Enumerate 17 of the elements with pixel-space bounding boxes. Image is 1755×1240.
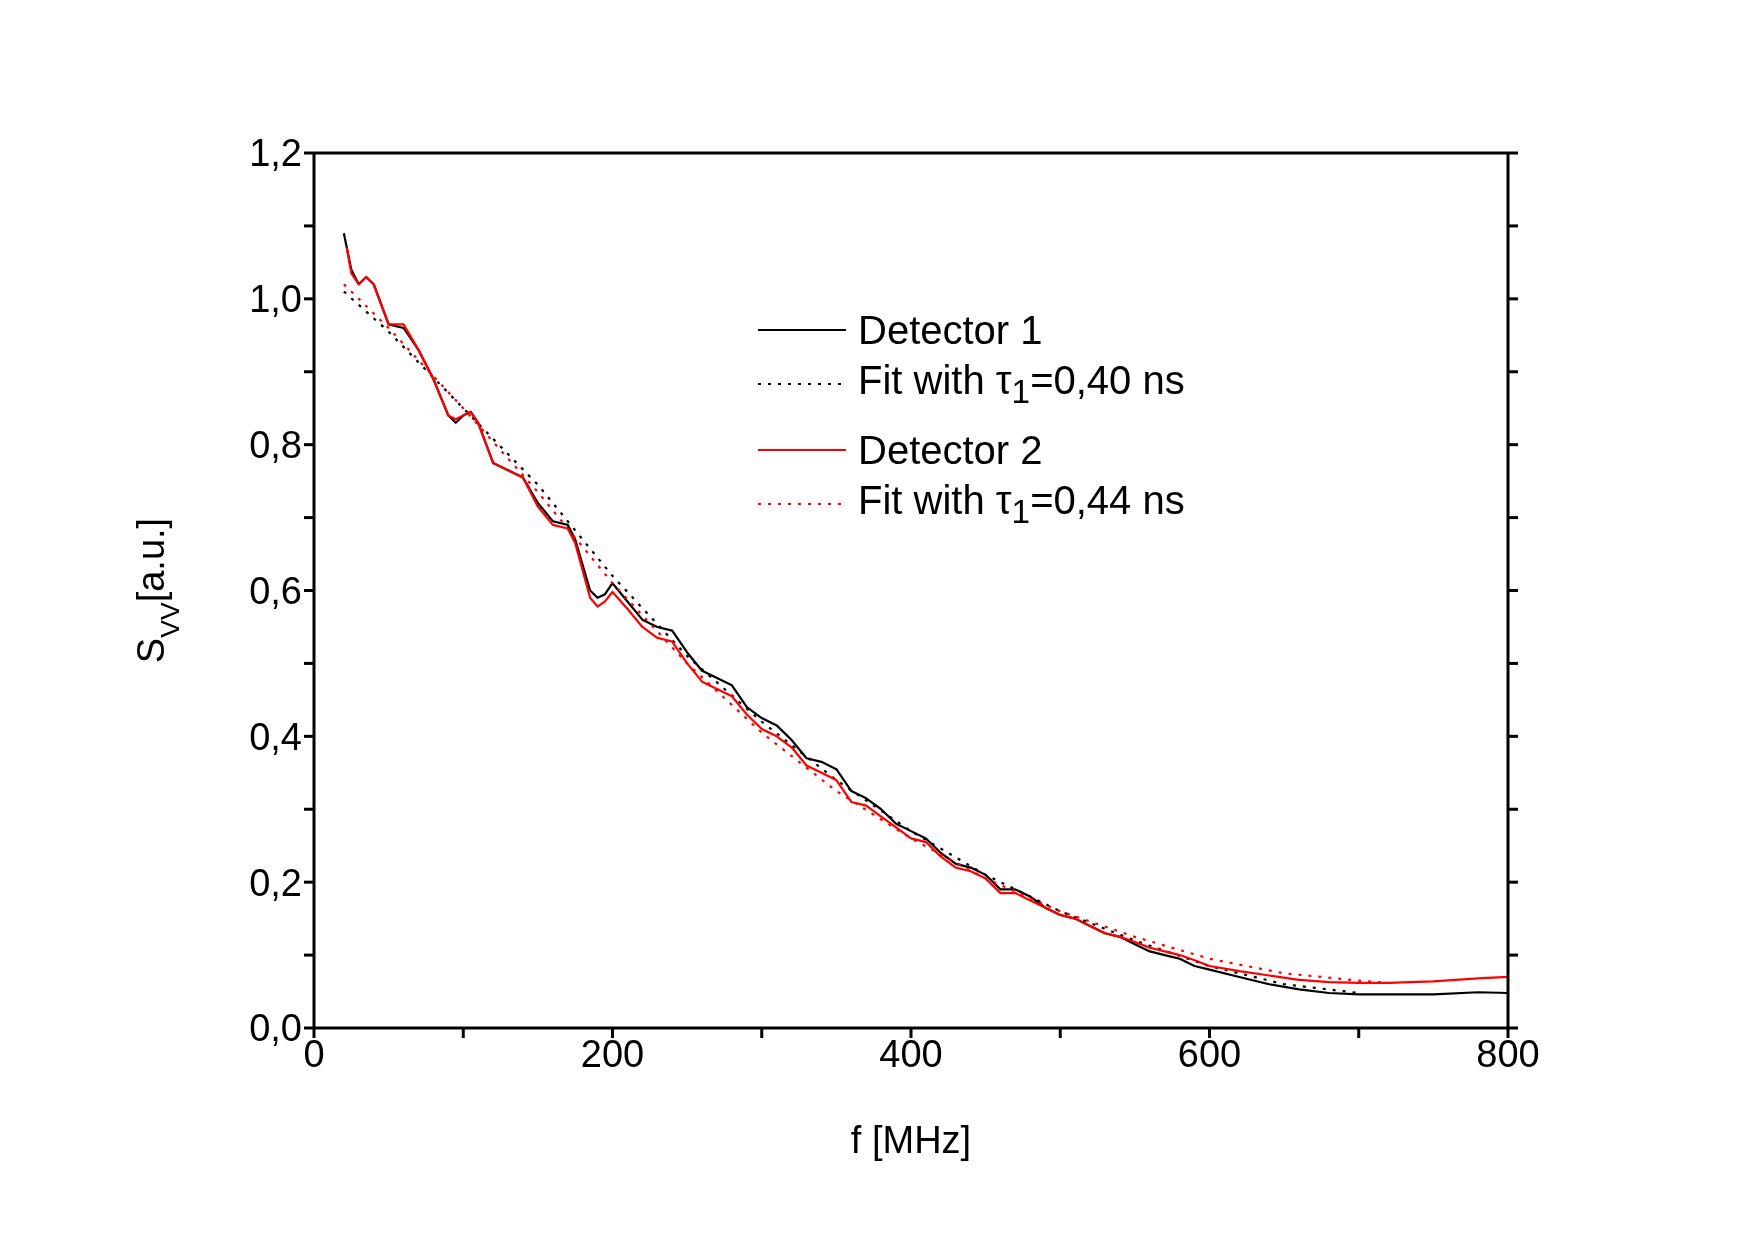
y-tick-label: 1,0 — [249, 278, 302, 321]
y-tick-label: 1,2 — [249, 132, 302, 175]
y-tick-label: 0,0 — [249, 1007, 302, 1050]
y-tick-label: 0,6 — [249, 569, 302, 612]
x-tick-label: 800 — [1476, 1032, 1540, 1075]
legend-label: Fit with τ$_{1}$=0,40 ns — [858, 357, 1185, 411]
x-tick-label: 0 — [303, 1032, 325, 1075]
y-tick-label: 0,8 — [249, 424, 302, 467]
y-tick-label: 0,4 — [249, 715, 302, 758]
legend-label: Fit with τ$_{1}$=0,44 ns — [858, 477, 1185, 531]
legend-label: Detector 2 — [858, 427, 1043, 473]
y-tick-label: 0,2 — [249, 861, 302, 904]
x-axis-title: f [MHz] — [850, 1119, 972, 1161]
x-tick-label: 400 — [879, 1032, 943, 1075]
x-tick-label: 600 — [1177, 1032, 1242, 1075]
legend-label: Detector 1 — [858, 307, 1043, 353]
x-tick-label: 200 — [580, 1032, 645, 1075]
